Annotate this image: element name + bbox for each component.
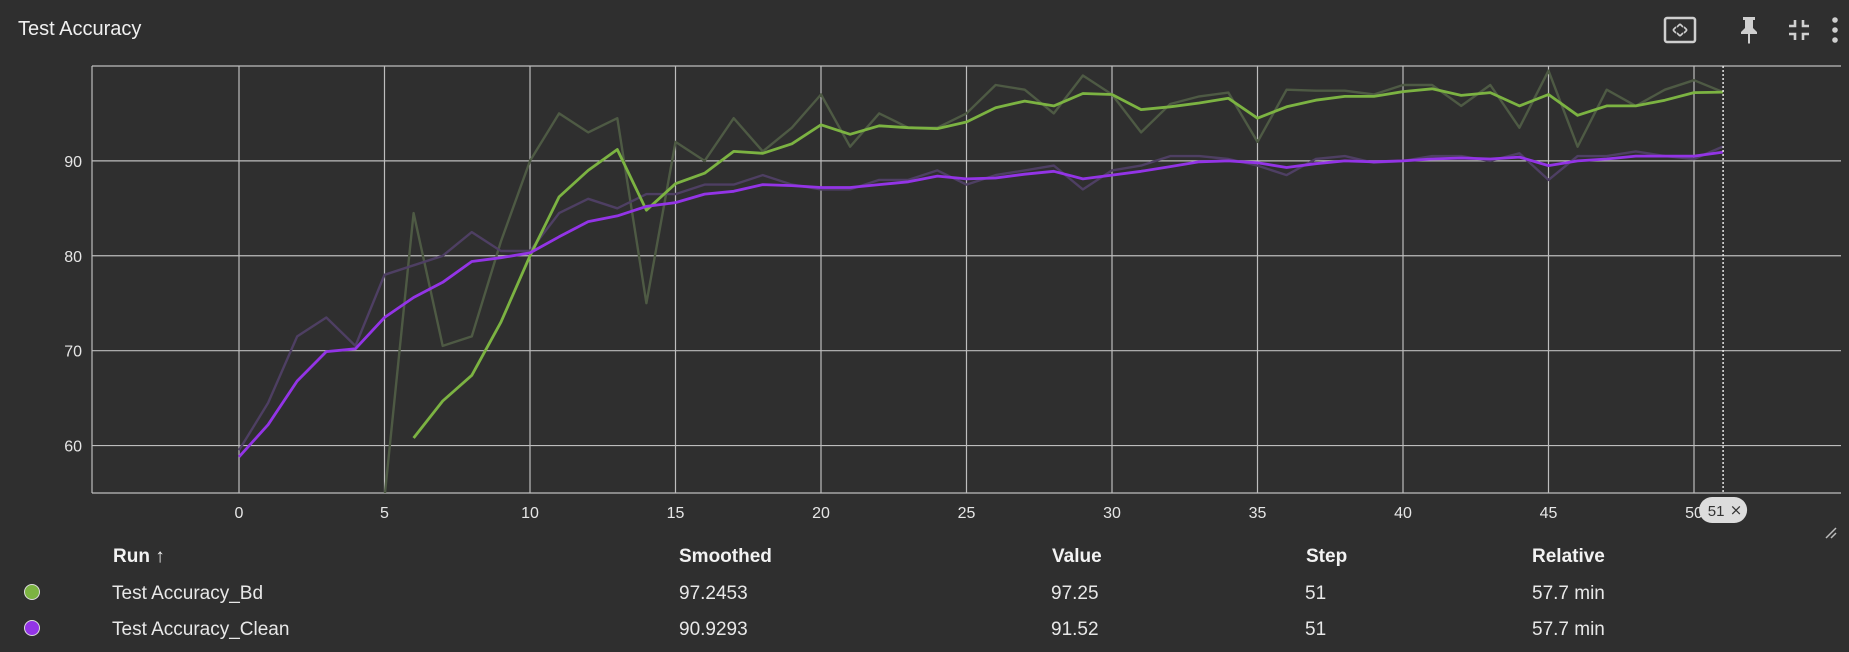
y-tick-label: 80 <box>64 249 82 266</box>
more-vert-icon <box>1832 17 1838 43</box>
x-tick-label: 15 <box>667 505 685 522</box>
chart-title: Test Accuracy <box>18 18 142 40</box>
step-value: 51 <box>1305 583 1327 604</box>
smoothed-value: 90.9293 <box>679 619 748 640</box>
smoothed-line-Test Accuracy_Bd <box>412 87 1724 439</box>
step-value: 51 <box>1305 619 1327 640</box>
x-tick-label: 40 <box>1394 505 1412 522</box>
raw-line-Test Accuracy_Bd <box>383 69 1724 493</box>
column-header-smoothed[interactable]: Smoothed <box>679 546 772 567</box>
x-tick-label: 20 <box>812 505 830 522</box>
pin-icon <box>1741 17 1757 44</box>
step-chip-bg <box>1699 497 1748 523</box>
series-group <box>237 69 1724 493</box>
y-tick-label: 70 <box>64 344 82 361</box>
relative-value: 57.7 min <box>1532 619 1605 640</box>
x-tick-label: 25 <box>958 505 976 522</box>
run-color-swatch <box>24 584 40 600</box>
x-tick-label: 5 <box>380 505 389 522</box>
x-tick-label: 50 <box>1685 505 1703 522</box>
table-row: Test Accuracy_Clean 90.9293 91.52 51 57.… <box>0 616 1849 652</box>
relative-value: 57.7 min <box>1532 583 1605 604</box>
y-tick-label: 60 <box>64 439 82 456</box>
y-tick-label: 90 <box>64 154 82 171</box>
x-tick-label: 30 <box>1103 505 1121 522</box>
raw-line-Test Accuracy_Clean <box>237 145 1724 451</box>
column-header-step[interactable]: Step <box>1306 546 1348 567</box>
x-tick-label: 45 <box>1540 505 1558 522</box>
x-tick-label: 10 <box>521 505 539 522</box>
x-tick-label: 0 <box>235 505 244 522</box>
more-button[interactable] <box>1813 8 1849 52</box>
raw-value: 91.52 <box>1051 619 1099 640</box>
run-color-swatch <box>24 620 40 636</box>
run-name: Test Accuracy_Bd <box>112 583 264 604</box>
run-name: Test Accuracy_Clean <box>112 619 290 640</box>
raw-value: 97.25 <box>1051 583 1099 604</box>
step-chip-label: 51 <box>1708 503 1725 520</box>
line-chart: 0 5 10 15 20 25 30 35 40 45 50 60 70 80 90 51 × <box>64 65 1841 523</box>
pin-button[interactable] <box>1727 8 1771 52</box>
smoothed-value: 97.2453 <box>679 583 748 604</box>
fit-domain-icon <box>1663 16 1697 44</box>
table-row: Test Accuracy_Bd 97.2453 97.25 51 57.7 m… <box>0 580 1849 616</box>
fit-domain-button[interactable] <box>1658 8 1702 52</box>
collapse-button[interactable] <box>1777 8 1821 52</box>
smoothed-line-Test Accuracy_Clean <box>237 150 1724 458</box>
close-icon[interactable]: × <box>1730 501 1743 519</box>
card-header: Test Accuracy <box>0 0 1849 60</box>
collapse-icon <box>1789 20 1809 40</box>
column-header-relative[interactable]: Relative <box>1532 546 1605 567</box>
column-header-value[interactable]: Value <box>1052 546 1102 567</box>
column-header-run[interactable]: Run ↑ <box>113 546 165 567</box>
x-tick-label: 35 <box>1249 505 1267 522</box>
resize-handle-icon[interactable] <box>1823 525 1837 539</box>
step-chip[interactable]: 51 × <box>1699 497 1748 523</box>
